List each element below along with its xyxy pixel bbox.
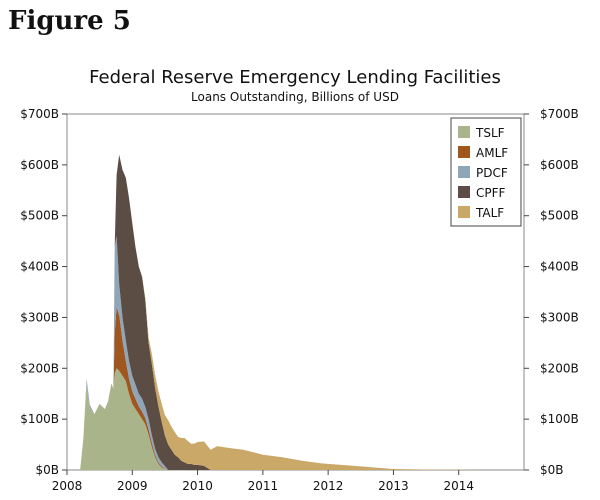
y-tick-label-right: $100B bbox=[540, 412, 579, 426]
y-tick-label-right: $300B bbox=[540, 310, 579, 324]
y-axis-left: $0B $100B $200B $300B $400B $500B $600B $700B bbox=[20, 107, 67, 477]
y-tick-label-right: $500B bbox=[540, 209, 579, 223]
legend-swatch-talf bbox=[458, 206, 470, 218]
x-tick-label: 2013 bbox=[378, 479, 409, 493]
legend-swatch-pdcf bbox=[458, 166, 470, 178]
legend: TSLF AMLF PDCF CPFF TALF bbox=[450, 117, 522, 227]
y-tick-label-left: $300B bbox=[20, 310, 59, 324]
series-areas bbox=[80, 154, 492, 470]
x-tick-label: 2011 bbox=[248, 479, 279, 493]
figure-label: Figure 5 bbox=[8, 6, 131, 36]
x-axis: 2008 2009 2010 2011 2012 2013 2014 bbox=[52, 470, 474, 493]
legend-swatch-amlf bbox=[458, 146, 470, 158]
legend-swatch-cpff bbox=[458, 186, 470, 198]
x-tick-label: 2014 bbox=[443, 479, 474, 493]
y-tick-label-left: $0B bbox=[35, 463, 59, 477]
y-axis-right: $0B $100B $200B $300B $400B $500B $600B $700B bbox=[524, 107, 579, 477]
y-tick-label-right: $0B bbox=[540, 463, 564, 477]
legend-label-amlf: AMLF bbox=[476, 146, 508, 160]
legend-label-pdcf: PDCF bbox=[476, 166, 508, 180]
y-tick-label-right: $400B bbox=[540, 260, 579, 274]
y-tick-label-right: $200B bbox=[540, 361, 579, 375]
y-tick-label-left: $100B bbox=[20, 412, 59, 426]
chart-title: Federal Reserve Emergency Lending Facili… bbox=[89, 67, 501, 88]
x-tick-label: 2012 bbox=[313, 479, 344, 493]
area-tslf bbox=[80, 368, 492, 470]
chart-subtitle: Loans Outstanding, Billions of USD bbox=[191, 90, 399, 104]
y-tick-label-right: $600B bbox=[540, 158, 579, 172]
legend-label-talf: TALF bbox=[475, 206, 504, 220]
legend-swatch-tslf bbox=[458, 126, 470, 138]
area-cpff bbox=[80, 154, 492, 470]
y-tick-label-left: $700B bbox=[20, 107, 59, 121]
x-tick-label: 2008 bbox=[52, 479, 83, 493]
y-tick-label-right: $700B bbox=[540, 107, 579, 121]
y-tick-label-left: $500B bbox=[20, 209, 59, 223]
legend-label-tslf: TSLF bbox=[475, 126, 505, 140]
y-tick-label-left: $600B bbox=[20, 158, 59, 172]
y-tick-label-left: $400B bbox=[20, 260, 59, 274]
y-tick-label-left: $200B bbox=[20, 361, 59, 375]
x-tick-label: 2010 bbox=[182, 479, 213, 493]
legend-label-cpff: CPFF bbox=[476, 186, 506, 200]
x-tick-label: 2009 bbox=[117, 479, 148, 493]
